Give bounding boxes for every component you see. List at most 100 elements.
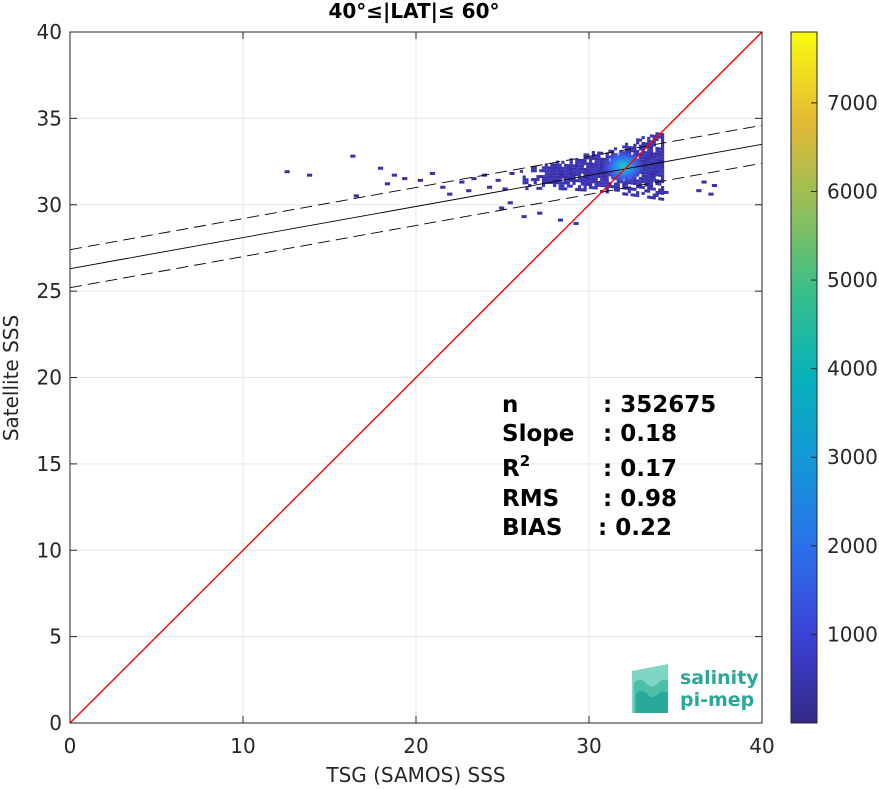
density-cell bbox=[594, 168, 598, 172]
density-cell bbox=[580, 188, 584, 192]
density-cell bbox=[655, 190, 659, 194]
density-cell bbox=[658, 179, 662, 183]
density-cell bbox=[572, 170, 576, 174]
density-cell bbox=[541, 169, 546, 173]
density-cell bbox=[553, 172, 557, 176]
density-cell bbox=[530, 178, 535, 182]
stat-rms-key: RMS bbox=[502, 486, 559, 512]
density-cell bbox=[572, 173, 576, 177]
density-cell bbox=[627, 146, 631, 150]
density-cell bbox=[597, 166, 601, 170]
density-cell bbox=[539, 186, 543, 190]
density-cell bbox=[536, 178, 540, 182]
density-cell bbox=[533, 178, 537, 182]
stat-r2-value: : 0.17 bbox=[603, 456, 677, 482]
density-cell bbox=[660, 191, 665, 195]
density-cell bbox=[591, 174, 595, 178]
density-cell bbox=[622, 192, 626, 196]
density-cell bbox=[611, 185, 615, 189]
density-cell bbox=[597, 160, 601, 164]
density-cell bbox=[564, 169, 568, 173]
density-cell bbox=[544, 169, 548, 173]
density-cell bbox=[600, 175, 604, 179]
density-cell bbox=[597, 169, 601, 173]
lower-confidence-line bbox=[70, 162, 762, 289]
density-cell bbox=[580, 167, 584, 171]
density-cell bbox=[638, 138, 643, 142]
density-cell bbox=[658, 153, 662, 157]
density-cell-sparse bbox=[507, 201, 513, 205]
density-cell bbox=[644, 154, 648, 158]
density-cell bbox=[583, 182, 587, 186]
density-cell bbox=[580, 161, 584, 165]
density-cell bbox=[589, 165, 593, 169]
density-cell bbox=[547, 175, 551, 179]
colorbar-tick-label: 1000 bbox=[827, 622, 878, 646]
density-cell bbox=[589, 168, 593, 172]
density-cell bbox=[555, 163, 559, 167]
density-cell bbox=[589, 177, 593, 181]
density-cell bbox=[558, 178, 562, 182]
density-cell bbox=[522, 175, 526, 179]
density-cell bbox=[636, 191, 640, 195]
stat-slope-key: Slope bbox=[502, 421, 574, 447]
density-cell bbox=[655, 193, 659, 197]
density-cell bbox=[525, 178, 529, 182]
density-cell bbox=[647, 160, 651, 164]
density-cell bbox=[644, 145, 648, 149]
density-cell bbox=[594, 160, 598, 164]
density-cell bbox=[583, 188, 587, 192]
density-cell bbox=[600, 163, 604, 167]
density-cell bbox=[600, 184, 604, 188]
density-cell bbox=[544, 166, 548, 170]
density-cell bbox=[555, 172, 559, 176]
density-cell bbox=[649, 154, 654, 158]
y-tick-label: 35 bbox=[37, 106, 62, 130]
density-cell bbox=[589, 159, 593, 163]
density-cell bbox=[594, 177, 598, 181]
density-cell bbox=[594, 165, 598, 169]
density-cell bbox=[633, 187, 637, 191]
density-cell bbox=[613, 185, 618, 189]
density-cell bbox=[558, 169, 562, 173]
density-cell bbox=[660, 162, 665, 166]
y-tick-label: 20 bbox=[37, 366, 62, 390]
density-cell bbox=[647, 178, 651, 182]
colorbar-ticks: 1000 2000 3000 4000 5000 6000 7000 bbox=[811, 91, 878, 646]
density-cell bbox=[633, 181, 637, 185]
density-cell bbox=[580, 176, 584, 180]
density-cell bbox=[652, 164, 656, 168]
density-cell bbox=[555, 166, 559, 170]
density-cell bbox=[638, 185, 643, 189]
density-cell-sparse bbox=[384, 182, 391, 186]
density-cell bbox=[644, 157, 648, 161]
density-cell bbox=[575, 170, 579, 174]
density-cell bbox=[550, 166, 554, 170]
density-cell bbox=[652, 170, 656, 174]
density-cell bbox=[550, 169, 554, 173]
density-cell bbox=[660, 168, 665, 172]
density-cell bbox=[649, 160, 654, 164]
density-cell bbox=[586, 153, 590, 157]
density-cell bbox=[636, 152, 640, 156]
density-cell-sparse bbox=[557, 218, 564, 222]
density-cell bbox=[577, 158, 582, 162]
density-cell bbox=[525, 181, 529, 185]
density-cell bbox=[597, 157, 601, 161]
density-cell bbox=[536, 175, 540, 179]
density-cell bbox=[649, 172, 654, 176]
stat-r2-base: R bbox=[502, 456, 520, 482]
density-cell bbox=[564, 181, 568, 185]
density-cell bbox=[530, 166, 535, 170]
density-cell bbox=[583, 173, 587, 177]
density-cell bbox=[605, 175, 609, 179]
density-cell bbox=[558, 184, 562, 188]
density-cell bbox=[577, 164, 582, 168]
density-cell-sparse bbox=[521, 215, 527, 219]
density-cell bbox=[602, 175, 607, 179]
density-cell bbox=[644, 174, 648, 178]
density-cell bbox=[649, 178, 654, 182]
density-cell bbox=[602, 157, 607, 161]
density-cell bbox=[572, 164, 576, 168]
density-cell bbox=[589, 156, 593, 160]
